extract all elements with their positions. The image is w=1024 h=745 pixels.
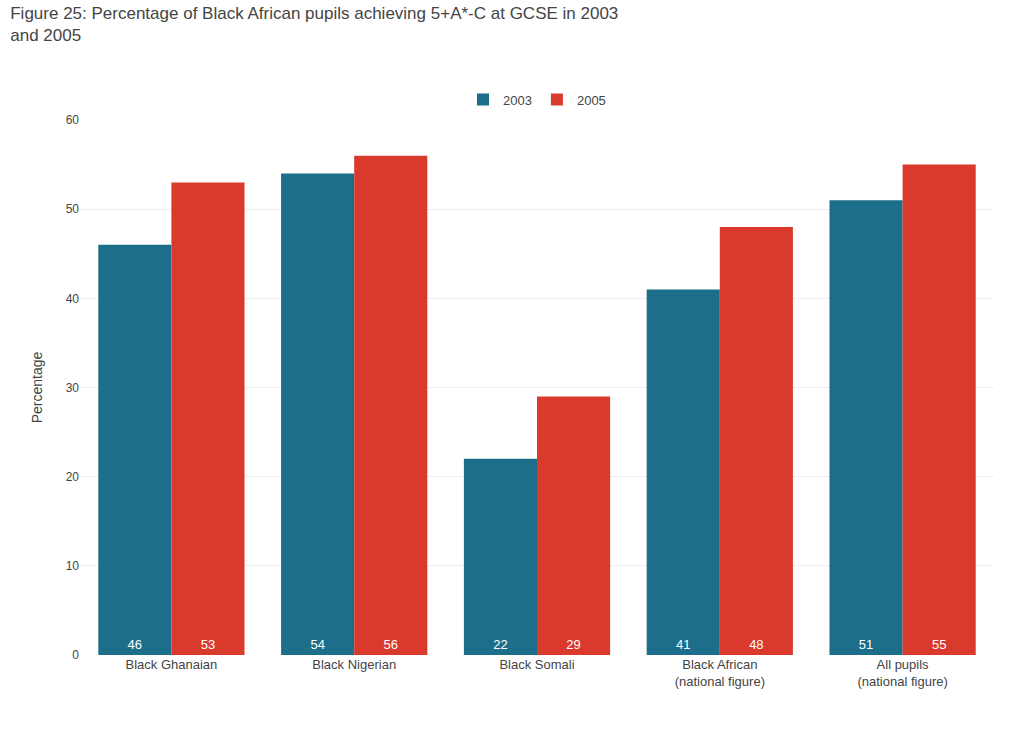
svg-text:Percentage: Percentage (29, 351, 45, 423)
svg-text:All pupils(national figure): All pupils(national figure) (857, 657, 947, 689)
svg-text:56: 56 (384, 637, 398, 652)
svg-text:Black Nigerian: Black Nigerian (312, 657, 396, 672)
svg-text:55: 55 (932, 637, 946, 652)
svg-text:10: 10 (66, 559, 80, 573)
svg-text:Black Somali: Black Somali (499, 657, 574, 672)
svg-text:20: 20 (66, 470, 80, 484)
svg-text:48: 48 (749, 637, 763, 652)
svg-text:30: 30 (66, 381, 80, 395)
svg-text:29: 29 (566, 637, 580, 652)
svg-text:0: 0 (72, 648, 79, 662)
svg-text:53: 53 (201, 637, 215, 652)
svg-text:41: 41 (676, 637, 690, 652)
svg-text:Black Ghanaian: Black Ghanaian (126, 657, 218, 672)
svg-text:50: 50 (66, 202, 80, 216)
svg-text:Figure 25: Percentage of Black: Figure 25: Percentage of Black African p… (10, 4, 618, 45)
svg-text:2005: 2005 (577, 93, 606, 108)
svg-text:60: 60 (66, 113, 80, 127)
svg-text:54: 54 (310, 637, 324, 652)
svg-text:40: 40 (66, 292, 80, 306)
svg-text:46: 46 (128, 637, 142, 652)
svg-text:2003: 2003 (503, 93, 532, 108)
svg-text:51: 51 (859, 637, 873, 652)
svg-text:22: 22 (493, 637, 507, 652)
svg-text:Black African(national figure): Black African(national figure) (675, 657, 765, 689)
